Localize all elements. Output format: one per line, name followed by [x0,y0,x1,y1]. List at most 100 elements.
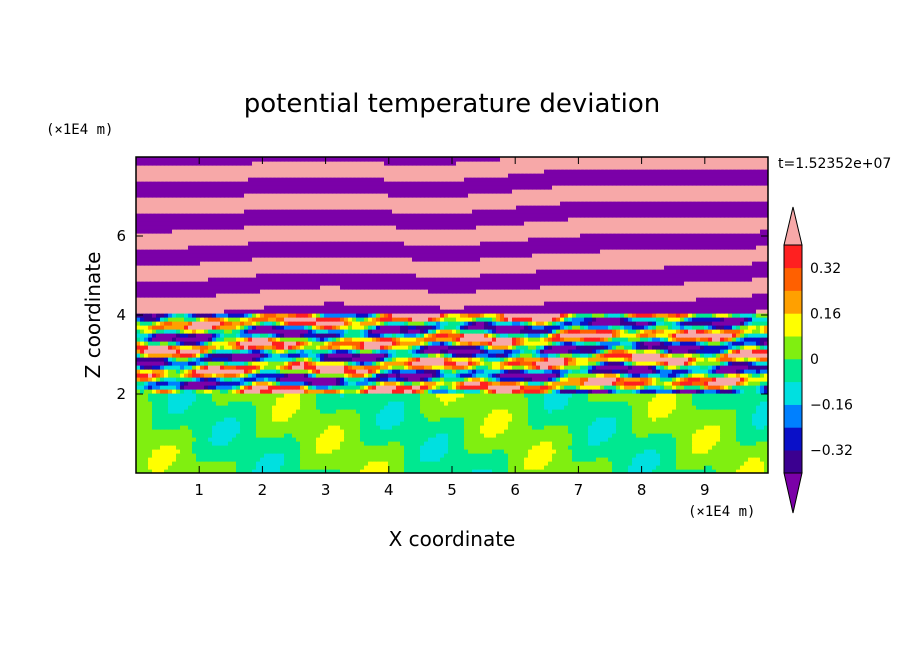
heatmap-cell [460,425,465,430]
heatmap-cell [388,469,393,473]
heatmap-cell [716,349,721,354]
heatmap-cell [720,401,725,406]
heatmap-cell [200,349,205,354]
heatmap-cell [400,469,405,473]
heatmap-cell [564,373,569,378]
heatmap-cell [416,377,421,382]
heatmap-cell [512,377,517,382]
heatmap-cell [560,421,565,426]
heatmap-cell [652,421,657,426]
heatmap-cell [164,421,169,426]
heatmap-cell [688,397,693,402]
heatmap-cell [524,413,529,418]
heatmap-cell [316,353,321,358]
heatmap-cell [724,445,729,450]
heatmap-cell [308,409,313,414]
heatmap-cell [440,365,445,370]
heatmap-cell [544,449,549,454]
heatmap-cell [556,393,561,398]
heatmap-cell [324,369,329,374]
heatmap-cell [612,433,617,438]
heatmap-cell [156,417,161,422]
heatmap-cell [732,405,737,410]
heatmap-cell [404,469,409,473]
heatmap-cell [652,441,657,446]
heatmap-cell [608,401,613,406]
heatmap-cell [480,421,485,426]
heatmap-cell [400,361,405,366]
heatmap-cell [364,453,369,458]
heatmap-cell [516,405,521,410]
heatmap-cell [588,405,593,410]
heatmap-cell [336,453,341,458]
heatmap-cell [576,433,581,438]
heatmap-cell [412,461,417,466]
heatmap-cell [368,445,373,450]
heatmap-cell [672,401,677,406]
heatmap-cell [260,357,265,362]
heatmap-cell [644,469,649,473]
heatmap-cell [248,349,253,354]
heatmap-cell [700,433,705,438]
heatmap-cell [236,385,241,390]
heatmap-cell [148,433,153,438]
heatmap-cell [152,445,157,450]
heatmap-cell [272,385,277,390]
heatmap-cell [240,373,245,378]
heatmap-cell [664,413,669,418]
heatmap-cell [140,453,145,458]
heatmap-cell [176,405,181,410]
heatmap-cell [376,465,381,470]
heatmap-cell [440,357,445,362]
heatmap-cell [152,429,157,434]
heatmap-cell [372,353,377,358]
heatmap-cell [584,361,589,366]
heatmap-cell [404,449,409,454]
heatmap-cell [328,369,333,374]
heatmap-cell [180,417,185,422]
heatmap-cell [424,401,429,406]
heatmap-cell [440,437,445,442]
heatmap-cell [596,357,601,362]
heatmap-cell [268,425,273,430]
heatmap-cell [676,461,681,466]
heatmap-cell [264,357,269,362]
heatmap-cell [472,385,477,390]
heatmap-cell [592,357,597,362]
heatmap-cell [252,369,257,374]
heatmap-cell [248,465,253,470]
heatmap-cell [256,353,261,358]
heatmap-cell [624,433,629,438]
heatmap-cell [740,429,745,434]
heatmap-cell [296,397,301,402]
heatmap-cell [660,389,665,394]
heatmap-cell [632,369,637,374]
heatmap-cell [624,417,629,422]
heatmap-cell [328,393,333,398]
heatmap-cell [152,453,157,458]
heatmap-cell [396,465,401,470]
heatmap-cell [580,389,585,394]
heatmap-cell [648,385,653,390]
heatmap-cell [384,393,389,398]
heatmap-cell [284,401,289,406]
heatmap-cell [236,413,241,418]
heatmap-cell [200,445,205,450]
heatmap-cell [748,441,753,446]
heatmap-cell [336,345,341,350]
heatmap-cell [300,457,305,462]
heatmap-cell [476,421,481,426]
heatmap-cell [696,381,701,386]
heatmap-cell [364,377,369,382]
heatmap-cell [736,389,741,394]
heatmap-cell [580,437,585,442]
heatmap-cell [516,465,521,470]
heatmap-cell [308,425,313,430]
heatmap-cell [208,465,213,470]
heatmap-cell [144,377,149,382]
heatmap-cell [344,397,349,402]
heatmap-cell [436,385,441,390]
heatmap-cell [700,417,705,422]
heatmap-cell [632,349,637,354]
heatmap-cell [568,461,573,466]
